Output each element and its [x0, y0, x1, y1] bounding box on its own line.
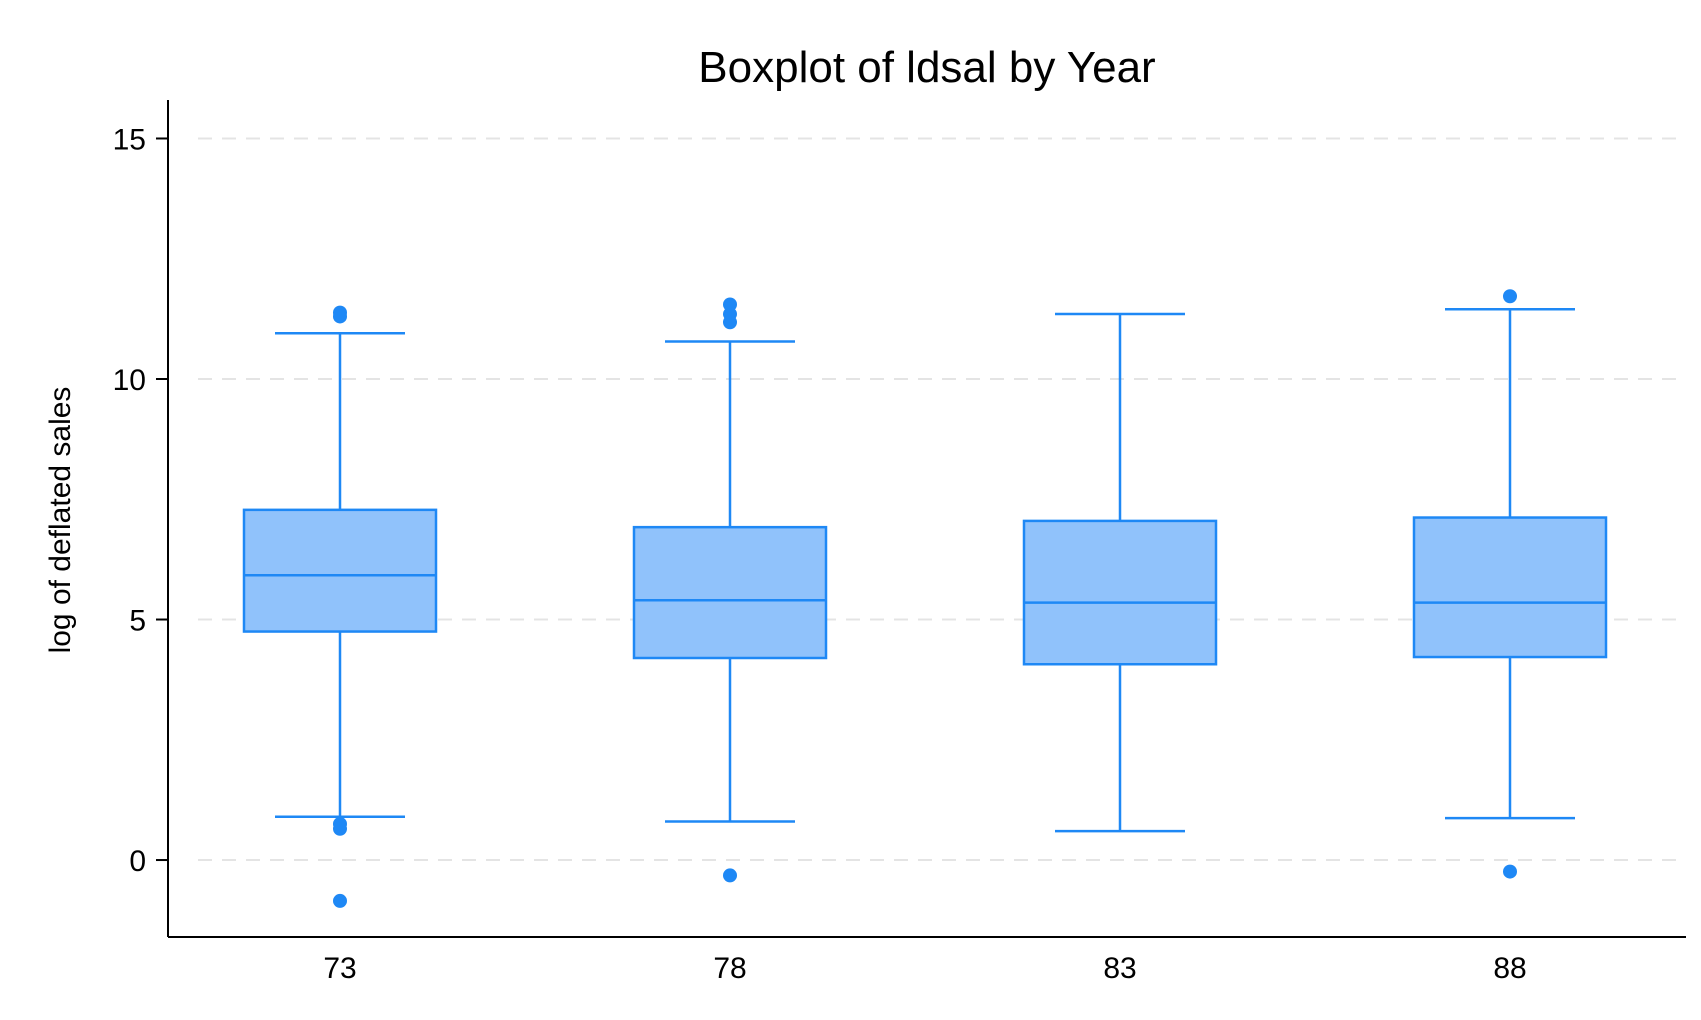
box-78: [632, 297, 828, 883]
box-73: [242, 305, 438, 908]
iqr-box: [632, 525, 828, 660]
outlier-point: [723, 315, 737, 330]
y-axis-label: log of deflated sales: [44, 387, 77, 654]
tick-labels: 0 5 10 15 73 78 83 88: [113, 123, 1527, 985]
outlier-point: [723, 868, 737, 883]
y-tick-label: 15: [113, 123, 146, 156]
x-tick-label: 88: [1493, 952, 1526, 985]
outlier-point: [1503, 289, 1517, 304]
y-tick-label: 5: [129, 605, 146, 638]
outlier-point: [333, 821, 347, 836]
outlier-point: [333, 893, 347, 908]
x-tick-label: 83: [1103, 952, 1136, 985]
box-88: [1412, 289, 1608, 879]
iqr-box: [242, 508, 438, 633]
outlier-point: [333, 309, 347, 324]
outlier-point: [1503, 864, 1517, 879]
gridlines: [198, 137, 1676, 862]
chart-title: Boxplot of ldsal by Year: [698, 43, 1155, 92]
iqr-box: [1412, 516, 1608, 659]
iqr-box: [1022, 519, 1218, 666]
axes: [167, 100, 1686, 938]
y-tick-label: 10: [113, 364, 146, 397]
outlier-point: [723, 297, 737, 312]
y-tick-label: 0: [129, 845, 146, 878]
box-83: [1022, 312, 1218, 833]
boxes: [242, 289, 1608, 908]
x-tick-label: 73: [323, 952, 356, 985]
x-tick-label: 78: [713, 952, 746, 985]
